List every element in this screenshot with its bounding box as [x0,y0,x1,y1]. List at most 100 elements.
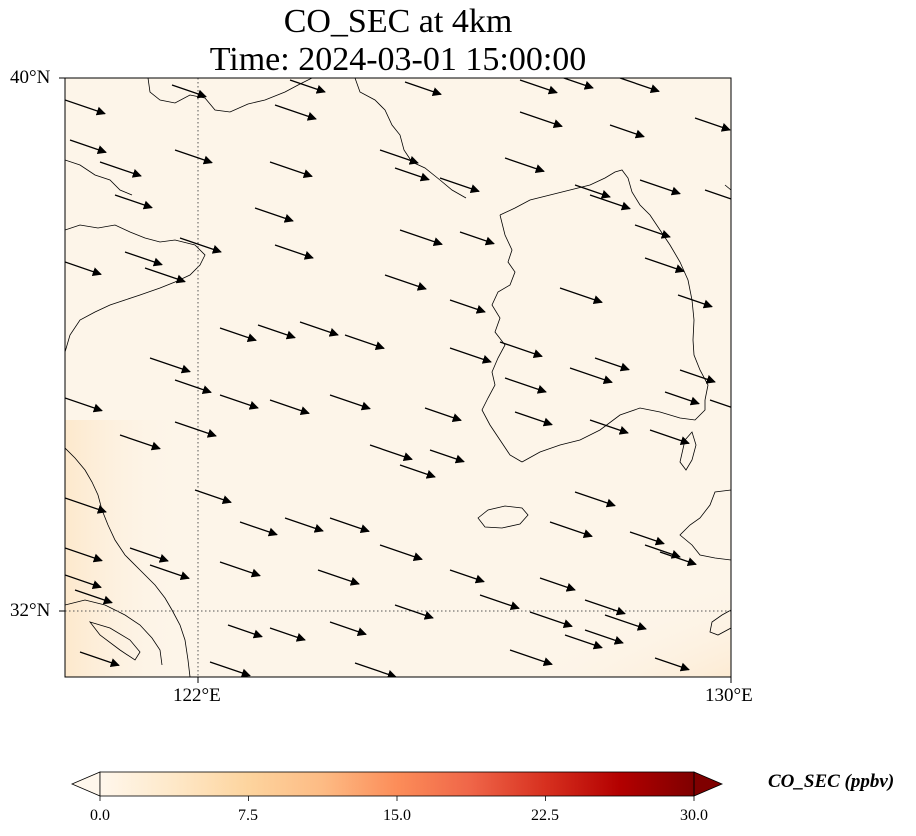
wind-vector-arrow [519,79,558,95]
wind-vector-arrow [369,444,413,461]
wind-vector-arrow [317,569,360,586]
wind-vector-arrow [174,379,212,394]
wind-vector-arrow [124,251,163,267]
coastline-yangtze-estuary [65,599,163,666]
map-title: CO_SEC at 4km [283,3,513,40]
wind-vector-arrow [209,661,251,677]
wind-vector-arrow [634,224,671,239]
wind-vector-arrow [519,111,563,128]
gridlines [65,78,731,677]
colorbar-extend-high [693,771,724,797]
jeju-island [477,505,529,529]
colorbar-label-7.5: 7.5 [238,807,258,824]
wind-vector-arrow [269,399,310,415]
wind-vector-arrow [677,294,713,309]
wind-vector-arrow [589,419,629,435]
map-panel [65,78,731,677]
wind-vector-arrow [514,411,553,427]
colorbar-extend-low [70,771,101,797]
wind-vector-arrow [449,299,486,314]
wind-vector-arrow [269,627,306,642]
wind-vector-arrow [129,547,169,563]
wind-vector-arrow [149,357,191,374]
wind-vector-arrow [399,464,436,479]
wind-vector-arrow [274,104,317,121]
wind-vector-arrow [594,357,630,372]
wind-vector-arrow [74,589,113,605]
axis-ticks [59,77,732,683]
wind-vector-arrow [559,287,603,304]
wind-vector-arrow [274,244,314,260]
wind-vector-arrow [219,394,259,410]
west-concentration-band [65,420,185,677]
wind-vector-arrow [257,324,296,340]
wind-vector-arrow [509,649,553,666]
colorbar-label-22.5: 22.5 [531,807,559,824]
coastlines [65,78,731,677]
wind-vector-arrow [399,229,443,246]
wind-vector-arrow [584,599,626,616]
wind-vector-arrow [574,184,611,199]
wind-vector-arrow [604,614,647,631]
wind-vector-arrow [549,521,593,538]
wind-vector-arrow [269,161,313,178]
wind-vector-arrow [329,394,371,411]
wind-vector-arrow [299,321,339,337]
wind-vector-arrow [539,577,576,592]
wind-vector-arrow [429,449,465,464]
wind-vector-arrow [679,369,716,384]
coastline-korea-south [521,400,706,463]
wind-vector-arrow [379,544,423,561]
wind-vector-arrow [69,139,107,154]
wind-vector-arrow [449,347,492,364]
wind-vector-arrow [65,99,106,116]
wind-vector-arrow [629,531,665,546]
coastline-japan-southwest [709,609,731,636]
coastline-china-east [65,447,191,677]
colorbar [70,771,724,801]
lat-label-40: 40°N [10,67,51,88]
wind-vector-arrow [644,257,685,273]
coastline-korea-north [499,169,709,401]
coastline-korea-west [481,214,523,463]
wind-vector-arrow [114,194,153,210]
wind-vector-arrow [564,634,603,650]
map-frame [64,77,732,678]
wind-vector-arrow [654,657,690,672]
wind-vector-arrow [709,399,731,408]
wind-vector-arrow [659,551,697,566]
wind-vector-arrow [99,161,142,178]
wind-vector-arrow [449,569,485,584]
wind-vector-arrow [354,662,397,677]
wind-vector-arrow [119,434,161,451]
lon-label-122: 122°E [173,685,221,706]
wind-vector-arrow [459,231,495,246]
coastline-bohai-gulf [65,224,206,353]
wind-vector-arrow [149,564,190,580]
coastline-liaodong [354,78,467,199]
wind-vector-arrow [284,517,324,533]
wind-vector-arrow [65,547,103,563]
wind-vector-arrow [144,267,186,284]
coastline-north-china [147,78,313,113]
lat-label-32: 32°N [10,600,51,621]
colorbar-label-30: 30.0 [680,807,708,824]
wind-vector-arrow [384,274,427,291]
wind-vector-arrow [219,561,261,578]
wind-vector-arrow [219,327,257,342]
wind-vector-arrow [171,84,207,99]
wind-vector-arrow [424,407,462,422]
coastline-korea-east-tip [724,184,731,191]
wind-vector-arrow [574,491,616,508]
wind-vector-arrow [504,377,547,394]
wind-vectors [65,78,731,677]
wind-vector-arrow [664,391,700,406]
tsushima-island [679,431,697,471]
wind-vector-arrow [239,521,278,537]
colorbar-label-0: 0.0 [90,807,110,824]
wind-vector-arrow [394,167,430,182]
wind-vector-arrow [329,517,370,533]
wind-vector-arrow [561,78,594,90]
wind-vector-arrow [569,367,613,384]
